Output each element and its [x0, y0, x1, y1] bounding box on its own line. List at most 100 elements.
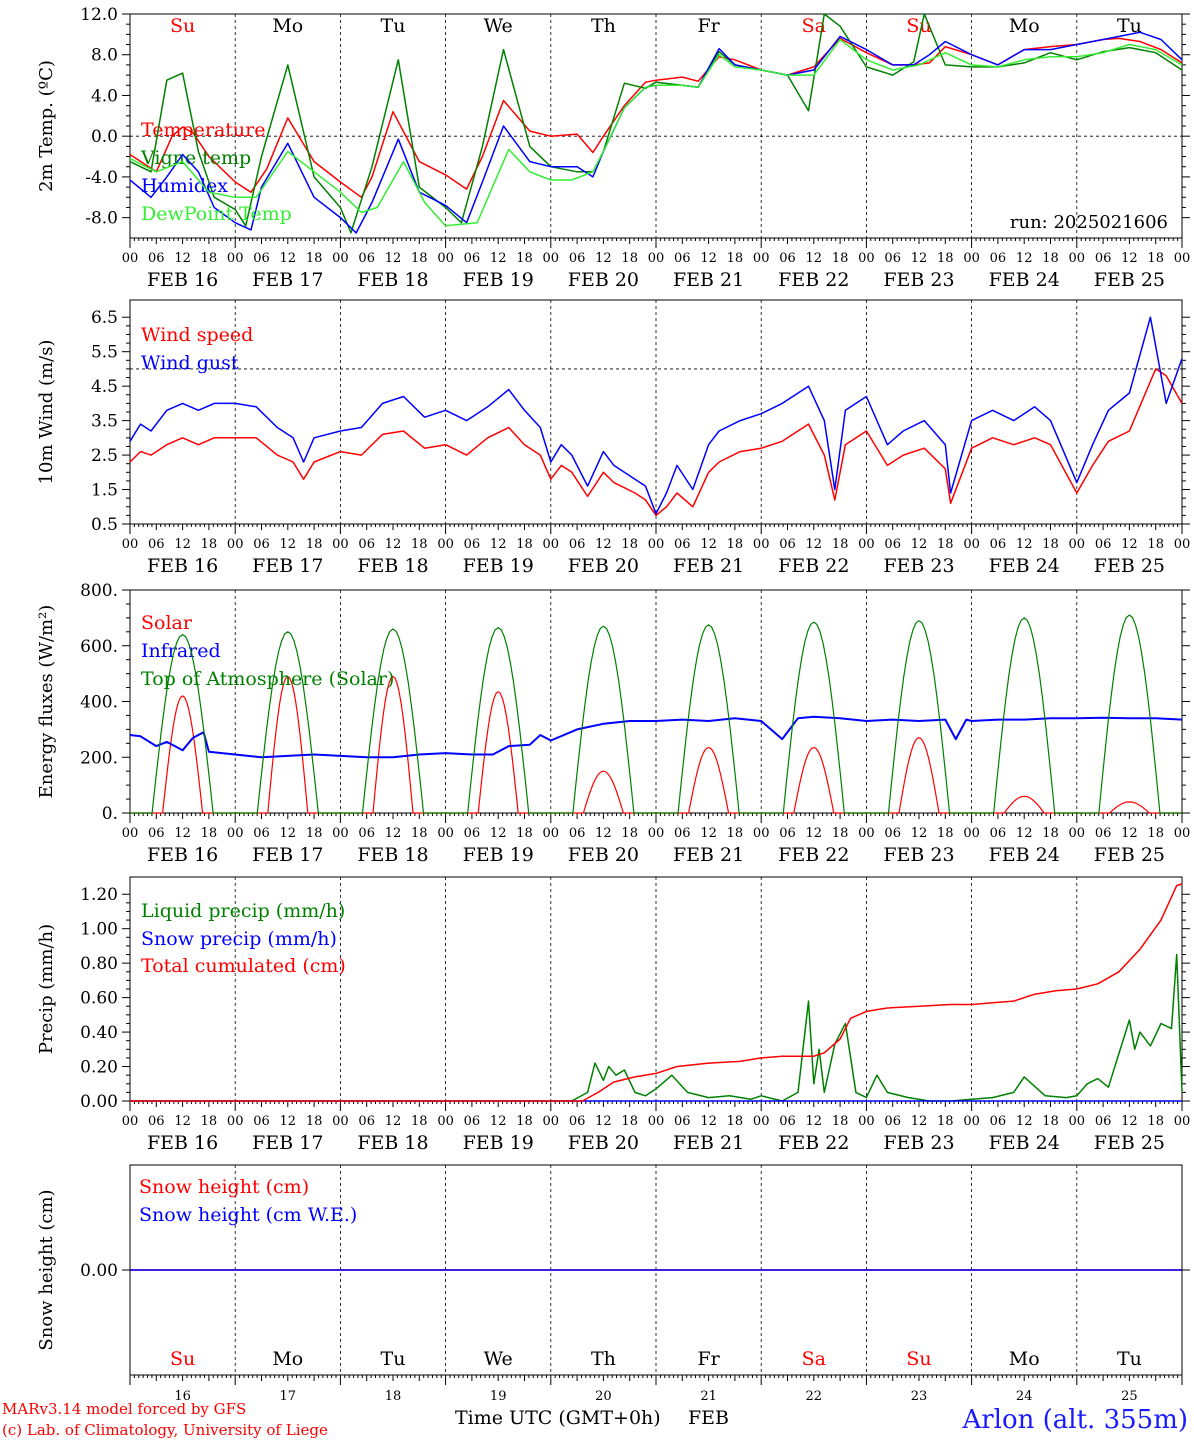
x-date-label: FEB 24: [989, 269, 1060, 291]
x-hour-label: 18: [1147, 251, 1164, 266]
x-date-label: FEB 16: [147, 269, 218, 291]
x-day-number: 20: [595, 1389, 612, 1404]
panel-2: 0.5 1.5 2.5 3.5 4.5 5.5 6.5 10m Wind (m/s) 00 06 1…: [36, 299, 1190, 577]
x-hour-label: 12: [490, 251, 507, 266]
weekday-label: We: [484, 15, 513, 37]
x-date-label: FEB 22: [778, 844, 849, 866]
panel-1: -8.0 -4.0 0.0 4.0 8.0 12.0 2m Temp. (ºC) 00 06 12…: [36, 5, 1190, 291]
x-hour-label: 18: [411, 251, 428, 266]
x-hour-label: 12: [174, 537, 191, 552]
y-tick-label: 800.: [80, 581, 118, 601]
x-hour-label: 12: [806, 537, 823, 552]
x-hour-label: 06: [358, 537, 375, 552]
x-hour-label: 00: [1069, 537, 1086, 552]
x-hour-label: 00: [1174, 251, 1191, 266]
weekday-label: Mo: [272, 15, 303, 37]
x-hour-label: 00: [122, 251, 139, 266]
x-hour-label: 18: [306, 537, 323, 552]
x-date-label: FEB 22: [778, 555, 849, 577]
x-date-label: FEB 18: [357, 269, 428, 291]
x-hour-label: 06: [779, 1114, 796, 1129]
x-date-label: FEB 20: [568, 555, 639, 577]
x-hour-label: 12: [911, 537, 928, 552]
legend-entry: Wind gust: [141, 352, 239, 374]
x-hour-label: 00: [753, 1114, 770, 1129]
x-hour-label: 06: [464, 1114, 481, 1129]
x-hour-label: 00: [1174, 826, 1191, 841]
x-day-number: 17: [280, 1389, 297, 1404]
x-date-label: FEB 16: [147, 844, 218, 866]
x-hour-label: 00: [227, 826, 244, 841]
x-date-label: FEB 18: [357, 555, 428, 577]
x-date-label: FEB 17: [252, 555, 323, 577]
x-hour-label: 12: [490, 1114, 507, 1129]
x-date-label: FEB 17: [252, 1132, 323, 1154]
x-hour-label: 18: [516, 537, 533, 552]
x-hour-label: 00: [648, 826, 665, 841]
weekday-label: Tu: [1117, 15, 1142, 37]
x-hour-label: 12: [700, 826, 717, 841]
y-tick-label: -8.0: [85, 209, 118, 229]
x-hour-label: 00: [648, 251, 665, 266]
x-hour-label: 06: [148, 251, 165, 266]
x-date-label: FEB 21: [673, 844, 744, 866]
y-tick-label: 0.60: [80, 989, 118, 1009]
x-hour-label: 00: [963, 251, 980, 266]
x-hour-label: 12: [174, 1114, 191, 1129]
y-tick-label: 0.20: [80, 1058, 118, 1078]
x-hour-label: 12: [1121, 1114, 1138, 1129]
y-axis-label: Snow height (cm): [36, 1189, 57, 1350]
x-hour-label: 00: [543, 537, 560, 552]
x-hour-label: 18: [201, 251, 218, 266]
x-hour-label: 12: [911, 1114, 928, 1129]
x-date-label: FEB 19: [463, 1132, 534, 1154]
series-line-blue: [129, 316, 1183, 515]
x-date-label: FEB 25: [1094, 555, 1165, 577]
panel-4: 0.00 0.20 0.40 0.60 0.80 1.00 1.20 Precip (mm/h…: [36, 876, 1191, 1154]
legend-entry: DewPoint Temp: [141, 203, 292, 225]
y-tick-label: 4.0: [91, 86, 118, 106]
x-hour-label: 06: [779, 537, 796, 552]
x-hour-label: 00: [1174, 1114, 1191, 1129]
legend-entry: Snow precip (mm/h): [141, 928, 337, 950]
x-hour-label: 12: [385, 1114, 402, 1129]
x-day-number: 24: [1016, 1389, 1033, 1404]
x-hour-label: 18: [832, 826, 849, 841]
x-hour-label: 06: [1095, 537, 1112, 552]
x-date-label: FEB 19: [463, 555, 534, 577]
weekday-label: Sa: [802, 15, 826, 37]
x-hour-label: 18: [411, 1114, 428, 1129]
x-hour-label: 18: [201, 826, 218, 841]
x-hour-label: 18: [621, 537, 638, 552]
x-date-label: FEB 23: [883, 844, 954, 866]
x-hour-label: 06: [1095, 1114, 1112, 1129]
legend-entry: Liquid precip (mm/h): [141, 900, 345, 922]
x-date-label: FEB 19: [463, 269, 534, 291]
x-hour-label: 00: [437, 251, 454, 266]
legend-entry: Total cumulated (cm): [141, 955, 346, 977]
x-hour-label: 00: [543, 251, 560, 266]
x-hour-label: 00: [543, 1114, 560, 1129]
x-hour-label: 12: [700, 537, 717, 552]
x-hour-label: 12: [1016, 1114, 1033, 1129]
y-tick-label: 0.40: [80, 1023, 118, 1043]
legend-entry: Solar: [141, 612, 193, 634]
x-hour-label: 00: [1069, 826, 1086, 841]
x-hour-label: 00: [858, 1114, 875, 1129]
x-hour-label: 18: [937, 251, 954, 266]
x-hour-label: 18: [621, 826, 638, 841]
y-tick-label: 0.: [102, 804, 118, 824]
y-tick-label: 1.5: [91, 481, 118, 501]
x-hour-label: 12: [1016, 826, 1033, 841]
x-hour-label: 00: [648, 537, 665, 552]
legend-entry: Top of Atmosphere (Solar): [141, 668, 394, 690]
x-date-label: FEB 21: [673, 1132, 744, 1154]
x-date-label: FEB 16: [147, 555, 218, 577]
x-hour-label: 00: [122, 826, 139, 841]
x-day-number: 22: [806, 1389, 823, 1404]
y-tick-label: 12.0: [80, 5, 118, 25]
legend-entry: Snow height (cm W.E.): [139, 1204, 357, 1226]
weekday-label: We: [484, 1348, 513, 1370]
x-hour-label: 06: [674, 1114, 691, 1129]
x-hour-label: 18: [201, 537, 218, 552]
